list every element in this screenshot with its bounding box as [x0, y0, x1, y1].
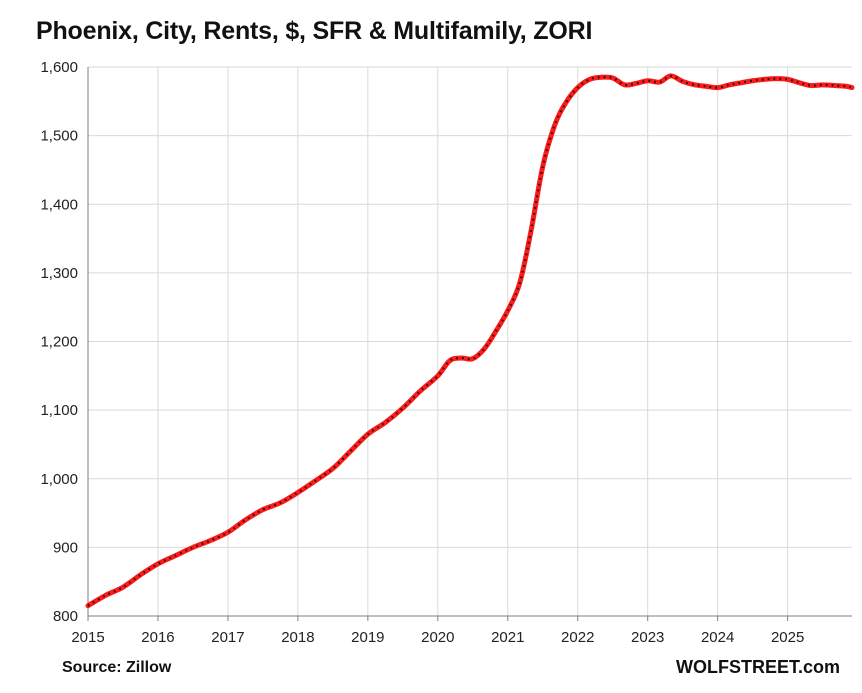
- x-tick-label: 2024: [701, 629, 734, 646]
- source-note: Source: Zillow: [62, 659, 172, 676]
- gridlines: [88, 66, 852, 616]
- x-tick-label: 2022: [561, 629, 594, 646]
- y-tick-label: 1,000: [40, 471, 78, 488]
- y-tick-label: 1,600: [40, 59, 78, 76]
- brand-label: WOLFSTREET.com: [675, 657, 840, 677]
- series-point-markers: [87, 74, 853, 607]
- y-tick-label: 1,500: [40, 128, 78, 145]
- y-tick-label: 1,400: [40, 196, 78, 213]
- x-tick-label: 2015: [71, 629, 104, 646]
- y-tick-label: 800: [53, 608, 78, 625]
- series-line: [85, 73, 855, 609]
- axes: [87, 67, 852, 621]
- x-axis-tick-labels: 2015 2016 2017 2018 2019 2020 2021 2022 2023 2024…: [71, 629, 804, 646]
- x-tick-label: 2021: [491, 629, 524, 646]
- y-tick-label: 900: [53, 539, 78, 556]
- x-tick-label: 2018: [281, 629, 314, 646]
- y-tick-label: 1,300: [40, 265, 78, 282]
- x-tick-label: 2016: [141, 629, 174, 646]
- y-tick-label: 1,200: [40, 334, 78, 351]
- series-layer: [85, 73, 855, 609]
- y-tick-label: 1,100: [40, 402, 78, 419]
- x-tick-label: 2023: [631, 629, 664, 646]
- x-tick-label: 2020: [421, 629, 454, 646]
- x-tick-label: 2017: [211, 629, 244, 646]
- x-tick-label: 2025: [771, 629, 804, 646]
- x-tick-label: 2019: [351, 629, 384, 646]
- chart-title: Phoenix, City, Rents, $, SFR & Multifami…: [36, 17, 593, 45]
- y-axis-tick-labels: 800 900 1,000 1,100 1,200 1,300 1,400 1,500 1,60…: [40, 59, 78, 625]
